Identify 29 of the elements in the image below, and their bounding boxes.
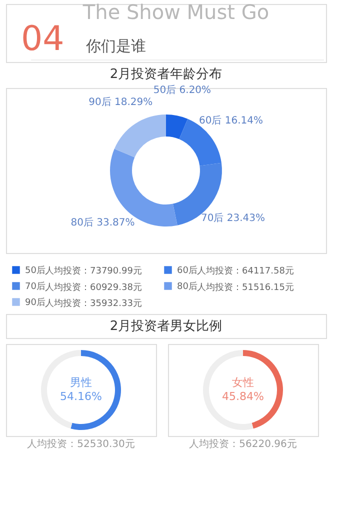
text: 你们是谁 xyxy=(85,37,146,55)
text: 2月投资者男女比例 xyxy=(110,319,222,334)
legend-label: 70后 xyxy=(25,281,46,292)
category-label: 60后 16.14% xyxy=(198,116,264,127)
text: 人均投资：56220.96元 xyxy=(189,438,297,450)
data-label: 45.84% xyxy=(222,390,264,403)
donut-slice xyxy=(172,162,222,226)
text: 人均投资：52530.30元 xyxy=(27,438,135,450)
text: 人均投资：51516.15元 xyxy=(197,282,294,293)
legend-label: 50后 xyxy=(25,265,46,276)
text: 人均投资：64117.58元 xyxy=(197,266,294,276)
text: 04 xyxy=(21,19,64,59)
category-label: 90后 18.29% xyxy=(88,97,153,108)
chart-title: 2月投资者年龄分布 xyxy=(110,67,222,82)
slice-label: 男性 xyxy=(70,376,92,389)
category-label: 80后 33.87% xyxy=(70,218,135,229)
category-label: 50后 6.20% xyxy=(153,85,212,96)
text: 人均投资：60929.38元 xyxy=(45,282,142,293)
category-label: 70后 23.43% xyxy=(200,212,266,224)
text: 人均投资：35932.33元 xyxy=(45,298,142,310)
donut-slice xyxy=(114,114,166,158)
legend-label: 80后 xyxy=(177,281,198,292)
text: 人均投资：73790.99元 xyxy=(45,266,142,276)
slice-label: 女性 xyxy=(232,376,254,389)
data-label: 54.16% xyxy=(60,390,102,403)
text: The Show Must Go xyxy=(82,0,270,24)
legend-label: 60后 xyxy=(177,265,198,276)
donut-slice xyxy=(166,114,188,140)
legend-label: 90后 xyxy=(25,297,46,308)
